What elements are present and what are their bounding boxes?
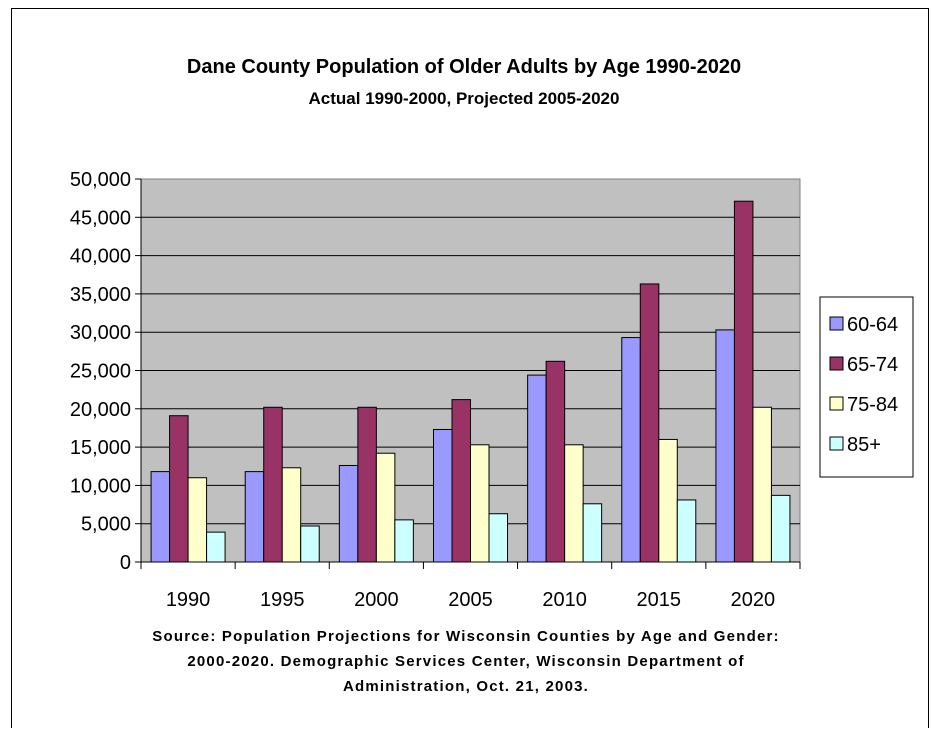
bar <box>357 406 377 563</box>
legend-swatch <box>829 436 844 451</box>
legend-entry-label: 85+ <box>847 434 881 456</box>
source-line-3: Administration, Oct. 21, 2003. <box>342 678 590 695</box>
bar <box>300 525 320 563</box>
x-tick-label: 1990 <box>166 589 211 611</box>
bar <box>639 283 660 563</box>
bar <box>582 503 603 563</box>
bar <box>338 464 359 563</box>
bar <box>733 200 754 563</box>
source-line-2: 2000-2020. Demographic Services Center, … <box>187 653 745 670</box>
x-tick-label: 1995 <box>260 589 305 611</box>
bar <box>470 444 490 563</box>
plot-area: 0 5,000 10,000 15,000 20,000 25,000 30,000 35,0… <box>70 169 801 611</box>
bar <box>433 428 453 563</box>
bar <box>169 415 189 563</box>
y-tick-label: 50,000 <box>70 169 131 191</box>
legend: 60-64 65-74 75-84 85+ <box>819 296 914 478</box>
bar <box>676 499 697 563</box>
legend-entry-label: 75-84 <box>847 394 898 416</box>
bar <box>375 452 396 563</box>
chart-title: Dane County Population of Older Adults b… <box>187 56 741 78</box>
x-tick-label: 2005 <box>448 589 493 611</box>
bar <box>206 531 226 563</box>
bar <box>752 406 772 563</box>
bar <box>621 337 641 563</box>
bar <box>263 406 283 563</box>
bar <box>187 477 208 563</box>
x-tick-label: 2020 <box>731 589 776 611</box>
y-tick-label: 35,000 <box>70 284 131 306</box>
chart-frame <box>11 8 929 728</box>
x-tick-label: 2010 <box>542 589 587 611</box>
legend-swatch <box>829 356 844 371</box>
bar <box>564 444 584 563</box>
legend-swatch <box>829 396 844 411</box>
y-tick-label: 45,000 <box>70 207 131 229</box>
bar <box>658 438 678 563</box>
bar <box>281 467 302 563</box>
y-tick-label: 25,000 <box>70 361 131 383</box>
bar <box>527 374 547 563</box>
y-tick-label: 40,000 <box>70 246 131 268</box>
bar <box>488 513 508 563</box>
legend-entry-label: 60-64 <box>847 314 898 336</box>
source-line-1: Source: Population Projections for Wisco… <box>152 628 780 645</box>
chart-subtitle: Actual 1990-2000, Projected 2005-2020 <box>309 89 620 108</box>
source-note: Source: Population Projections for Wisco… <box>60 624 872 699</box>
bar <box>715 329 735 563</box>
bar <box>770 494 791 563</box>
y-tick-label: 15,000 <box>70 437 131 459</box>
legend-entry-label: 65-74 <box>847 354 898 376</box>
y-tick-label: 30,000 <box>70 322 131 344</box>
bar <box>394 519 414 563</box>
x-tick-label: 2000 <box>354 589 399 611</box>
legend-swatch <box>829 316 844 331</box>
bar <box>244 471 265 563</box>
bar <box>451 399 471 563</box>
x-tick-label: 2015 <box>637 589 682 611</box>
y-tick-label: 20,000 <box>70 399 131 421</box>
bar <box>150 471 171 563</box>
y-tick-label: 5,000 <box>81 514 131 536</box>
y-tick-label: 10,000 <box>70 475 131 497</box>
bar <box>545 360 566 563</box>
y-tick-label: 0 <box>120 552 131 574</box>
